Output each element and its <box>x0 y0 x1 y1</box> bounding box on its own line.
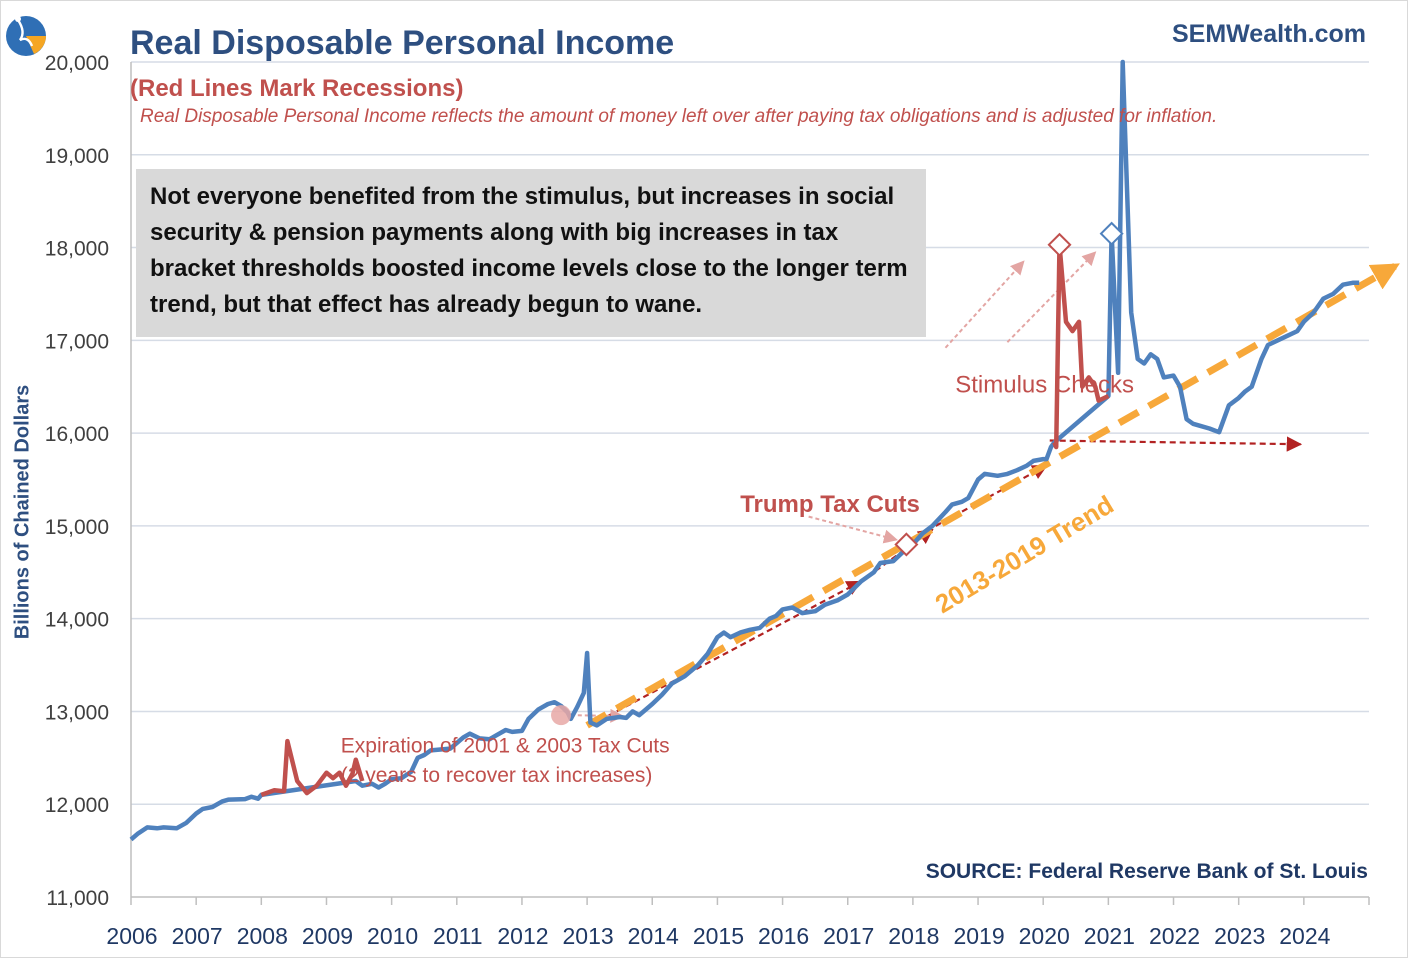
x-tick-label: 2017 <box>823 923 874 949</box>
x-tick-label: 2008 <box>237 923 288 949</box>
trend-line <box>585 263 1400 729</box>
x-tick-label: 2013 <box>563 923 614 949</box>
x-tick-label: 2009 <box>302 923 353 949</box>
x-tick-label: 2014 <box>628 923 679 949</box>
x-tick-label: 2015 <box>693 923 744 949</box>
event-diamond-marker <box>1047 232 1072 257</box>
event-diamond-marker <box>894 532 919 557</box>
chart-description: Real Disposable Personal Income reflects… <box>140 106 1218 127</box>
x-tick-label: 2024 <box>1279 923 1330 949</box>
x-tick-label: 2023 <box>1214 923 1265 949</box>
trump-tax-cuts-label: Trump Tax Cuts <box>740 491 920 518</box>
x-tick-label: 2021 <box>1084 923 1135 949</box>
expiration-marker <box>551 705 572 726</box>
chart-subtitle: (Red Lines Mark Recessions) <box>130 75 464 102</box>
y-tick-label: 15,000 <box>45 516 109 539</box>
x-tick-label: 2019 <box>953 923 1004 949</box>
y-axis-label: Billions of Chained Dollars <box>11 384 34 640</box>
y-tick-label: 19,000 <box>45 145 109 168</box>
y-tick-label: 14,000 <box>45 609 109 632</box>
stimulus-pointer-arrow <box>944 260 1025 349</box>
event-diamond-marker <box>1099 221 1124 246</box>
stimulus-pointer-arrow <box>1006 251 1097 343</box>
callout-box: Not everyone benefited from the stimulus… <box>136 169 926 337</box>
y-tick-label: 13,000 <box>45 701 109 724</box>
expiration-label-line1: Expiration of 2001 & 2003 Tax Cuts <box>341 734 670 757</box>
semwealth-logo-icon <box>6 16 46 56</box>
stimulus-checks-label: Stimulus Checks <box>955 371 1134 398</box>
y-tick-label: 20,000 <box>45 52 109 75</box>
y-tick-label: 16,000 <box>45 423 109 446</box>
x-tick-label: 2020 <box>1019 923 1070 949</box>
expiration-label-line2: (2 years to recover tax increases) <box>341 764 653 787</box>
income-series-line <box>129 59 1360 842</box>
x-tick-label: 2022 <box>1149 923 1200 949</box>
x-tick-label: 2018 <box>888 923 939 949</box>
trend-label: 2013-2019 Trend <box>930 489 1119 619</box>
x-tick-label: 2011 <box>433 923 482 949</box>
x-tick-label: 2010 <box>367 923 418 949</box>
brand-link[interactable]: SEMWealth.com <box>1171 20 1366 48</box>
x-tick-label: 2007 <box>172 923 223 949</box>
y-tick-label: 12,000 <box>45 794 109 817</box>
y-tick-label: 11,000 <box>46 887 109 910</box>
y-tick-label: 17,000 <box>45 330 109 353</box>
y-tick-label: 18,000 <box>45 238 109 261</box>
trump-pointer-arrow <box>808 515 898 544</box>
flat-guide-arrow <box>1049 436 1303 452</box>
x-tick-label: 2016 <box>758 923 809 949</box>
recession-segment <box>1052 242 1110 450</box>
x-tick-label: 2006 <box>106 923 157 949</box>
recession-segment <box>260 738 365 798</box>
source-note: SOURCE: Federal Reserve Bank of St. Loui… <box>925 860 1368 883</box>
chart-title: Real Disposable Personal Income <box>130 24 675 62</box>
x-tick-label: 2012 <box>497 923 548 949</box>
